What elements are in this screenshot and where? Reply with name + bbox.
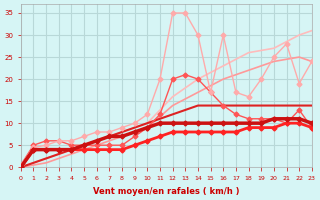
X-axis label: Vent moyen/en rafales ( km/h ): Vent moyen/en rafales ( km/h ) [93, 187, 240, 196]
